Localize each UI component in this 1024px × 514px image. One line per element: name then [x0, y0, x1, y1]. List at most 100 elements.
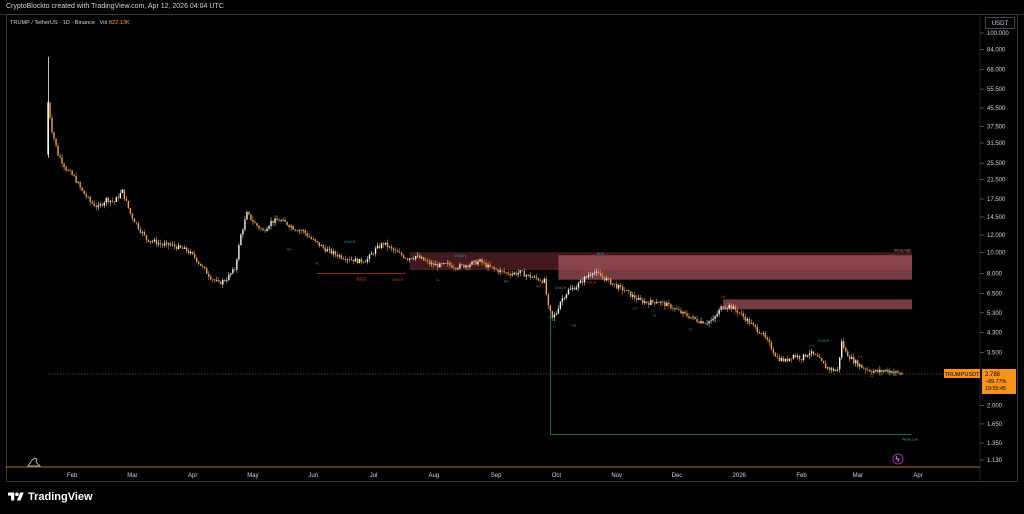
candle-body	[557, 308, 560, 314]
candle	[750, 319, 752, 324]
candle	[189, 249, 192, 255]
candle	[728, 303, 730, 311]
candle	[264, 228, 266, 233]
candle	[812, 351, 815, 357]
candle	[832, 367, 835, 373]
candle-body	[551, 310, 554, 318]
candle-body	[744, 316, 746, 321]
candle	[141, 230, 144, 237]
candle	[133, 217, 136, 223]
candle	[272, 220, 274, 227]
candle-body	[623, 290, 626, 292]
structure-label: HL	[572, 323, 576, 327]
candle-body	[527, 274, 529, 276]
structure-lines: BOS Weak Low	[317, 273, 918, 441]
candle-body	[421, 257, 423, 259]
candle-body	[515, 272, 517, 275]
candle	[485, 260, 487, 269]
candle-body	[171, 244, 174, 246]
candle	[583, 275, 586, 286]
candle-body	[609, 278, 612, 285]
candle-body	[875, 370, 877, 372]
candle-body	[417, 255, 419, 257]
candle	[543, 277, 546, 284]
candle	[762, 330, 765, 337]
structure-label: LL	[653, 313, 657, 317]
candle	[153, 237, 156, 243]
candle	[246, 210, 248, 220]
candle	[298, 229, 300, 235]
candle-body	[264, 230, 266, 232]
candle-body	[89, 196, 91, 202]
candle-body	[692, 316, 694, 318]
candle-body	[382, 243, 385, 245]
candle-body	[601, 275, 604, 278]
candle-body	[455, 267, 457, 270]
candle	[443, 262, 445, 265]
candle-body	[716, 314, 718, 317]
candle-body	[585, 276, 588, 278]
candle	[517, 269, 519, 278]
candle-body	[246, 211, 248, 220]
candle-body	[121, 189, 124, 194]
candle	[318, 242, 320, 248]
candle	[417, 252, 419, 258]
candle-body	[839, 357, 841, 370]
candle-body	[57, 145, 59, 156]
candle	[191, 251, 194, 256]
candle-body	[53, 132, 55, 139]
candle-body	[256, 223, 258, 226]
candle-body	[370, 253, 373, 255]
tradingview-logo[interactable]: TradingView	[8, 490, 93, 504]
candle	[752, 321, 755, 328]
candle-body	[173, 244, 176, 247]
candle	[830, 366, 833, 373]
candle-body	[662, 301, 664, 303]
candle-body	[541, 280, 544, 283]
goto-realtime-icon[interactable]	[892, 453, 904, 465]
candle-body	[654, 301, 656, 304]
candle	[521, 269, 523, 272]
currency-unit-button[interactable]: USDT	[985, 17, 1015, 29]
candle	[125, 195, 128, 202]
candle-body	[364, 261, 367, 263]
candle-body	[577, 283, 580, 288]
candle-body	[879, 369, 881, 373]
candle	[392, 247, 395, 254]
candle	[386, 239, 389, 252]
candle	[292, 224, 294, 230]
candle	[324, 244, 327, 254]
layout-icon[interactable]	[27, 457, 41, 467]
bos-label: BOS	[357, 277, 366, 282]
realtime-circle-icon[interactable]	[892, 453, 904, 465]
candle-body	[708, 321, 710, 324]
candle-body	[306, 233, 308, 237]
layout-mascot-icon[interactable]	[27, 457, 41, 467]
candle	[507, 269, 509, 277]
candle-body	[137, 223, 140, 230]
price-tag-value: 2.788	[985, 372, 1001, 378]
candle	[284, 217, 286, 223]
candle	[760, 332, 763, 336]
candle-body	[296, 230, 298, 232]
candle-body	[740, 312, 742, 314]
candle	[238, 243, 240, 262]
candle-body	[354, 258, 357, 262]
candle-body	[316, 240, 318, 243]
candle	[826, 366, 829, 371]
candle	[455, 267, 457, 272]
candle	[49, 101, 51, 120]
candle-body	[441, 263, 443, 264]
candle-body	[322, 245, 324, 248]
candle-body	[603, 277, 606, 281]
candle-body	[758, 331, 761, 334]
y-tick-label: 31.500	[987, 141, 1006, 147]
candle	[644, 298, 646, 305]
candle	[439, 262, 441, 268]
candle-body	[605, 278, 608, 281]
candle	[453, 264, 455, 271]
candle-body	[282, 219, 284, 221]
candle-body	[198, 261, 200, 264]
candle	[427, 257, 429, 265]
